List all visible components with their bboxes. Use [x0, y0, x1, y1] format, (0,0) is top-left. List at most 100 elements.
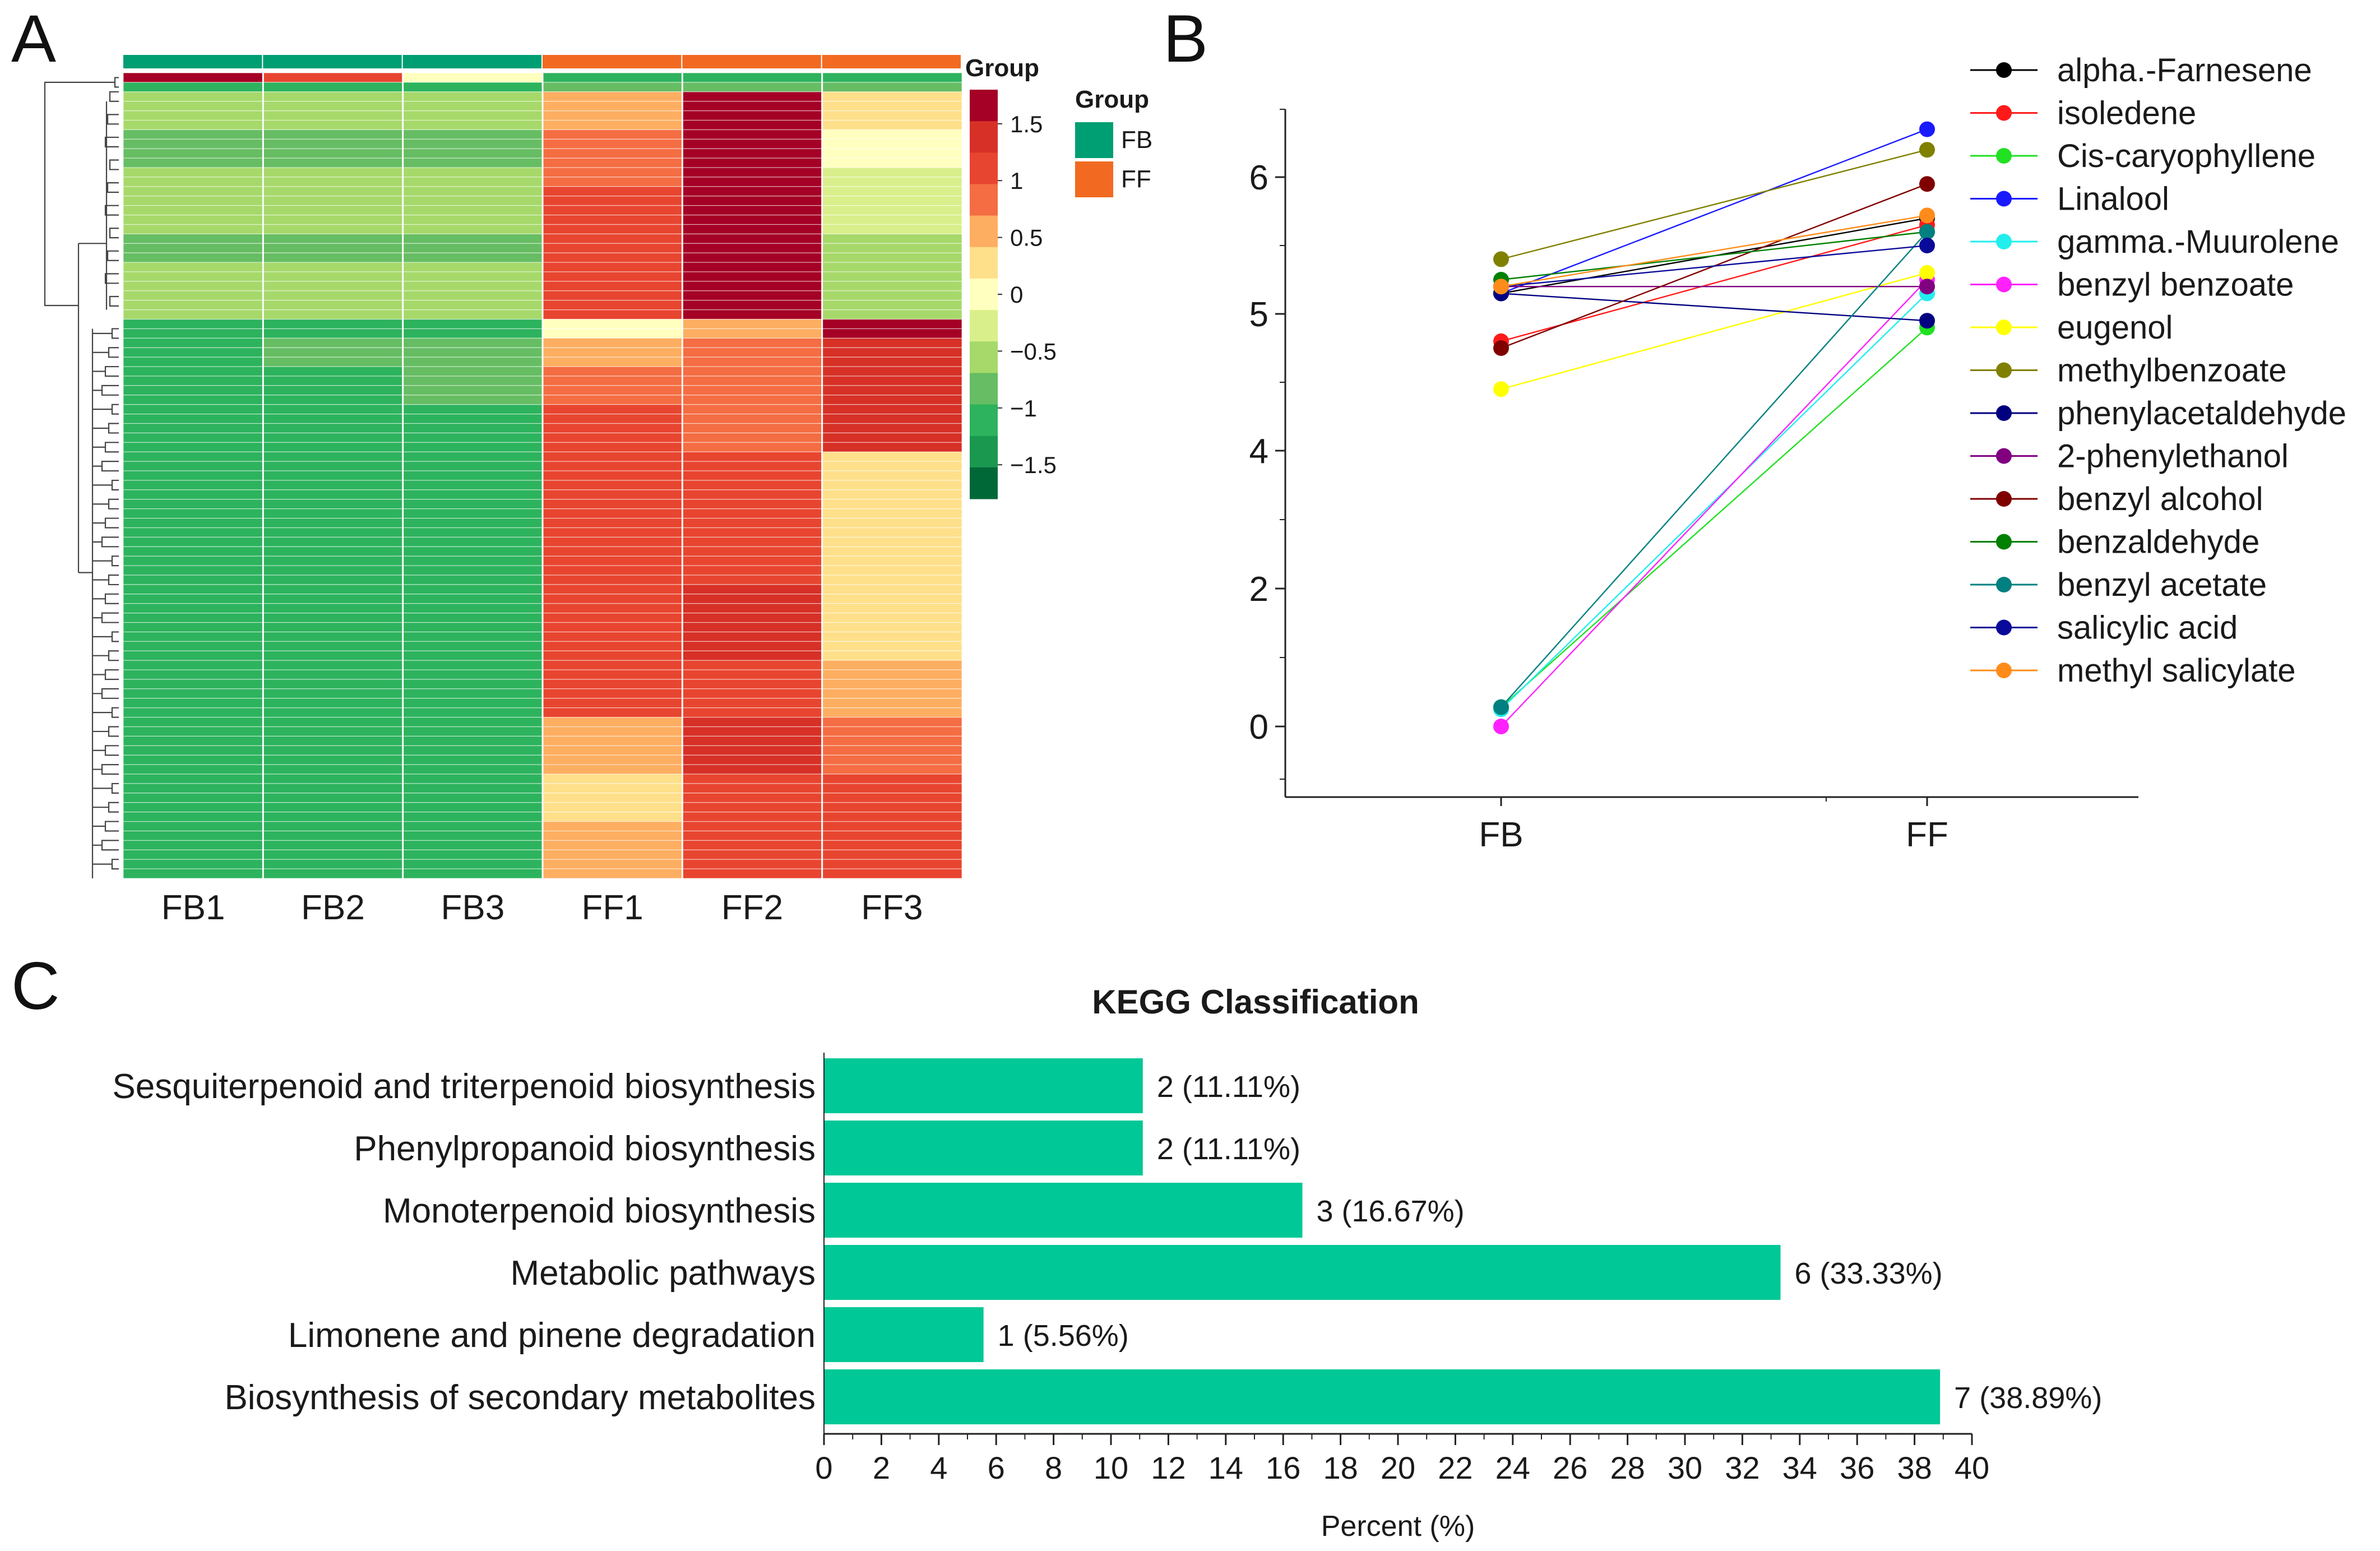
heatmap-cell — [822, 119, 962, 131]
legend-marker — [1996, 619, 2012, 636]
heatmap-cell — [262, 830, 404, 841]
heatmap-cell — [682, 754, 823, 765]
group-annotation-cell — [123, 55, 262, 68]
dendrogram-branch — [111, 404, 119, 415]
heatmap-cell — [262, 859, 404, 869]
heatmap-cell — [822, 584, 962, 595]
heatmap-cell — [402, 395, 543, 405]
series-point — [1493, 340, 1509, 356]
heatmap-cell — [262, 536, 404, 547]
heatmap-cell — [822, 575, 962, 585]
heatmap-cell — [682, 802, 823, 813]
panel-label-b: B — [1163, 1, 1208, 76]
heatmap-cell — [262, 499, 404, 510]
legend-marker — [1996, 448, 2012, 464]
heatmap-chart: Group FB1 FB2 FB3 FF1 FF2 FF3 1.5 1 0.5 0 −0.5 −1 −1.… — [44, 54, 1152, 927]
bar — [824, 1058, 1143, 1113]
heatmap-cell — [682, 508, 823, 519]
heatmap-cell — [542, 517, 683, 529]
dendrogram-branch — [107, 250, 119, 261]
heatmap-cell — [402, 357, 543, 367]
heatmap-cell — [402, 158, 543, 168]
heatmap-cell — [123, 129, 263, 140]
heatmap-cell — [682, 726, 823, 737]
heatmap-cell — [822, 688, 962, 699]
bar-category-label: Biosynthesis of secondary metabolites — [224, 1378, 816, 1417]
heatmap-column-label: FF2 — [721, 888, 783, 927]
legend-marker — [1996, 577, 2012, 592]
heatmap-cell — [822, 177, 962, 187]
dendrogram-branch — [109, 91, 119, 102]
heatmap-cell — [402, 793, 543, 803]
heatmap-cell — [123, 167, 263, 178]
heatmap-cell — [822, 337, 962, 348]
heatmap-cell — [542, 129, 683, 140]
heatmap-cell — [822, 821, 962, 832]
heatmap-cell — [402, 575, 543, 585]
color-scale-tick-label: 1 — [1010, 168, 1023, 194]
heatmap-cell — [542, 376, 683, 386]
heatmap-cell — [822, 508, 962, 519]
heatmap-cell — [123, 783, 263, 794]
heatmap-cell — [822, 318, 962, 330]
heatmap-cell — [402, 366, 543, 377]
x-axis-tick-label: FB — [1479, 816, 1523, 854]
heatmap-cell — [682, 300, 823, 311]
heatmap-cell — [262, 119, 404, 131]
dendrogram-branch — [109, 228, 119, 239]
heatmap-cell — [682, 575, 823, 585]
heatmap-cell — [262, 754, 404, 765]
heatmap-cell — [542, 802, 683, 813]
heatmap-cell — [682, 480, 823, 490]
heatmap-cell — [542, 754, 683, 765]
heatmap-cell — [822, 385, 962, 396]
heatmap-cell — [262, 214, 404, 225]
heatmap-cell — [682, 205, 823, 216]
heatmap-cell — [822, 650, 962, 661]
heatmap-cell — [123, 774, 263, 784]
heatmap-cell — [123, 650, 263, 661]
heatmap-cell — [682, 414, 823, 424]
heatmap-cell — [123, 148, 263, 159]
series-point — [1493, 251, 1509, 267]
legend-label: benzyl acetate — [2057, 567, 2267, 603]
heatmap-cell — [402, 812, 543, 822]
dendrogram-branch — [44, 81, 115, 307]
heatmap-cell — [682, 536, 823, 547]
heatmap-cell — [542, 774, 683, 784]
heatmap-cell — [123, 631, 263, 642]
heatmap-cell — [822, 167, 962, 178]
legend-marker — [1996, 663, 2012, 678]
series-line — [1501, 244, 1928, 288]
heatmap-cell — [542, 290, 683, 301]
heatmap-cell — [682, 698, 823, 709]
heatmap-cell — [262, 252, 404, 263]
y-axis-tick-label: 2 — [1249, 570, 1268, 609]
heatmap-cell — [822, 243, 962, 253]
heatmap-cell — [822, 613, 962, 623]
heatmap-cell — [682, 158, 823, 168]
heatmap-cell — [262, 698, 404, 709]
heatmap-cell — [822, 82, 962, 92]
heatmap-cell — [682, 764, 823, 775]
heatmap-cell — [682, 859, 823, 869]
heatmap-cell — [262, 281, 404, 291]
x-axis-tick-label: 22 — [1438, 1450, 1473, 1485]
x-axis-tick-label: 36 — [1840, 1450, 1874, 1485]
heatmap-cell — [682, 167, 823, 178]
heatmap-cell — [682, 613, 823, 623]
heatmap-cell — [123, 575, 263, 585]
heatmap-cell — [123, 660, 263, 670]
heatmap-cell — [682, 499, 823, 510]
heatmap-cell — [402, 546, 543, 557]
heatmap-cell — [542, 318, 683, 330]
heatmap-cell — [123, 214, 263, 225]
heatmap-cell — [402, 603, 543, 614]
heatmap-cell — [262, 527, 404, 538]
heatmap-cell — [682, 783, 823, 794]
heatmap-cell — [682, 451, 823, 462]
heatmap-cell — [682, 470, 823, 481]
heatmap-cell — [262, 205, 404, 216]
legend-label: alpha.-Farnesene — [2057, 52, 2312, 89]
heatmap-cell — [542, 271, 683, 282]
